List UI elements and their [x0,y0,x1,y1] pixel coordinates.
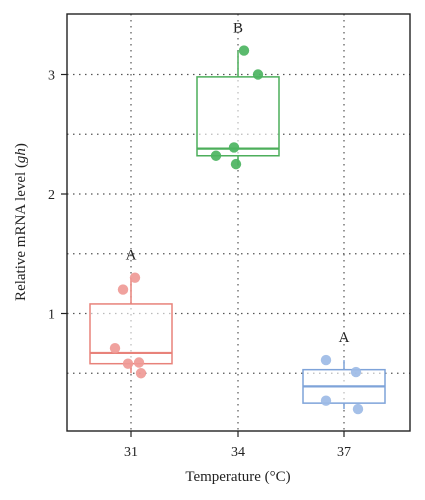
data-point [320,354,332,366]
x-tick-label: 31 [124,445,138,460]
boxes [89,50,386,410]
y-tick-label: 3 [48,69,55,84]
y-axis-label: Relative mRNA level (gh) [13,143,29,301]
significance-letter: A [126,248,137,264]
data-point [238,45,250,56]
data-point [350,366,362,378]
x-tick-label: 37 [337,445,351,460]
data-points [109,45,364,415]
data-point [210,150,222,161]
data-point [129,272,141,283]
box [89,303,173,365]
data-point [320,395,332,406]
data-point [352,403,364,415]
significance-letter: B [233,21,243,37]
data-point [117,284,129,295]
significance-letter: A [339,330,350,346]
y-tick-label: 2 [48,188,55,203]
significance-letters: A B A [126,21,350,347]
data-point [252,69,264,80]
y-tick-label: 1 [48,308,55,323]
data-point [230,158,242,170]
data-point [109,342,121,354]
data-point [135,368,147,379]
y-axis-label-prefix: Relative mRNA level ( [13,163,29,301]
box [196,76,280,157]
x-axis-label: Temperature (°C) [185,469,290,485]
x-tick-label: 34 [231,445,245,460]
data-point [133,357,145,368]
y-axis-label-gene: gh [13,148,29,163]
data-point [122,358,134,369]
axes: 1 2 3 31 34 37 [48,69,351,461]
y-axis-label-suffix: ) [13,143,29,148]
data-point [228,142,240,153]
